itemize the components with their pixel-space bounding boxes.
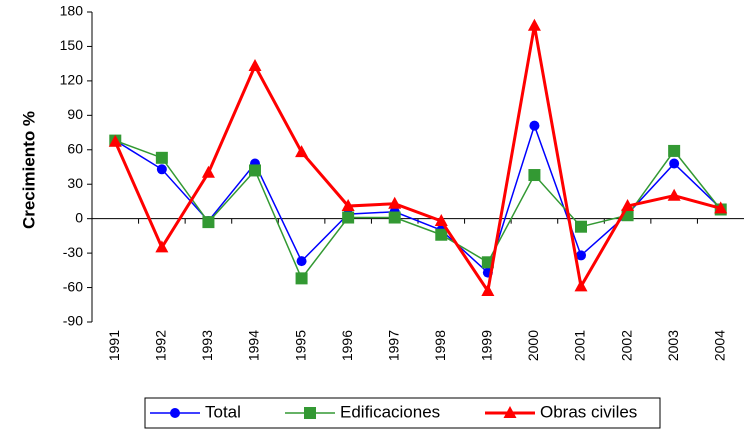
legend-label: Total xyxy=(205,402,241,421)
y-tick-label: -90 xyxy=(63,313,83,329)
data-point xyxy=(388,211,401,224)
x-tick-label: 2003 xyxy=(665,330,681,361)
x-tick-label: 1991 xyxy=(106,330,122,361)
legend-label: Edificaciones xyxy=(340,402,440,421)
x-tick-label: 1995 xyxy=(292,330,308,361)
legend-marker xyxy=(503,406,517,418)
data-point xyxy=(342,211,355,224)
x-tick-label: 1996 xyxy=(339,330,355,361)
y-tick-label: -30 xyxy=(63,244,83,260)
y-tick-label: 60 xyxy=(67,140,83,156)
x-tick-label: 2002 xyxy=(618,330,634,361)
x-tick-label: 1999 xyxy=(479,330,495,361)
y-tick-label: 30 xyxy=(67,175,83,191)
y-tick-label: 180 xyxy=(60,3,84,19)
x-tick-label: 1997 xyxy=(385,330,401,361)
data-point xyxy=(202,216,215,229)
data-point xyxy=(108,134,122,147)
data-point xyxy=(621,199,635,212)
legend-marker xyxy=(170,408,180,418)
data-point xyxy=(574,279,588,292)
x-tick-label: 1994 xyxy=(246,330,262,361)
legend-box xyxy=(144,397,661,429)
data-point xyxy=(527,18,541,31)
data-point xyxy=(201,165,215,178)
x-tick-label: 1992 xyxy=(153,330,169,361)
series-line xyxy=(113,25,722,295)
x-tick-label: 2000 xyxy=(525,330,541,361)
data-point xyxy=(295,272,308,285)
data-point xyxy=(668,144,681,157)
data-point xyxy=(155,240,169,253)
data-point xyxy=(341,199,355,212)
y-tick-label: 120 xyxy=(60,72,84,88)
data-point xyxy=(576,250,586,261)
x-tick-label: 1998 xyxy=(432,330,448,361)
data-point xyxy=(667,188,681,201)
data-point xyxy=(295,145,309,158)
y-tick-label: 150 xyxy=(60,37,84,53)
data-point xyxy=(528,169,541,182)
data-point xyxy=(156,164,167,175)
legend-marker xyxy=(304,407,316,419)
series-line xyxy=(114,123,722,274)
data-point xyxy=(575,220,587,233)
y-tick-label: -60 xyxy=(63,278,83,294)
data-point xyxy=(388,196,402,209)
y-axis-title: Crecimiento % xyxy=(19,111,38,229)
y-tick-label: 90 xyxy=(67,106,83,122)
data-point xyxy=(155,151,168,164)
data-point xyxy=(249,164,261,177)
x-tick-label: 2004 xyxy=(711,330,727,361)
data-point xyxy=(669,158,680,169)
data-point xyxy=(248,58,262,71)
data-point xyxy=(435,228,448,241)
legend-label: Obras civiles xyxy=(540,402,637,421)
data-point xyxy=(296,256,307,267)
x-tick-label: 1993 xyxy=(199,330,215,361)
x-tick-label: 2001 xyxy=(572,330,588,361)
data-point xyxy=(481,284,495,296)
y-tick-label: 0 xyxy=(75,209,83,225)
data-point xyxy=(529,120,540,131)
data-point xyxy=(714,201,728,214)
data-point xyxy=(434,213,448,226)
